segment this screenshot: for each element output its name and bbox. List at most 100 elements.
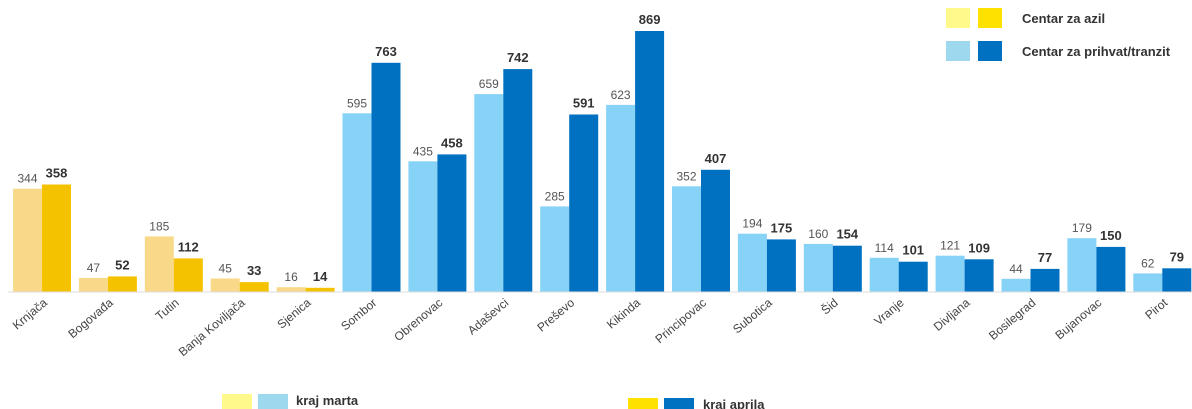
data-label-april-1: 52	[115, 257, 129, 272]
legend-transit-label: Centar za prihvat/tranzit	[1022, 44, 1171, 59]
bar-march-0	[13, 188, 42, 292]
legend-top: Centar za azil Centar za prihvat/tranzit	[946, 8, 1171, 61]
category-label-8: Preševo	[534, 295, 577, 334]
category-label-9: Kikinda	[604, 295, 643, 331]
category-label-12: Šid	[818, 295, 841, 318]
bar-april-3	[239, 282, 269, 292]
data-label-april-17: 79	[1170, 249, 1184, 264]
category-label-6: Obrenovac	[391, 296, 445, 344]
bar-april-15	[1030, 268, 1060, 292]
bar-april-6	[437, 154, 467, 292]
data-label-march-13: 114	[875, 241, 894, 255]
data-label-march-17: 62	[1141, 256, 1155, 270]
legend-asylum-prev-swatch	[946, 8, 970, 28]
data-label-april-8: 591	[573, 96, 595, 111]
data-label-march-15: 44	[1009, 262, 1023, 276]
legend-asylum-label: Centar za azil	[1022, 11, 1105, 26]
bar-march-12	[803, 243, 833, 292]
category-label-14: Divljana	[931, 295, 973, 333]
bar-march-4	[276, 287, 306, 292]
data-label-march-0: 344	[17, 172, 37, 186]
data-label-april-16: 150	[1100, 228, 1122, 243]
category-label-5: Sombor	[338, 296, 379, 334]
data-label-march-4: 16	[284, 270, 298, 284]
data-label-april-9: 869	[639, 12, 661, 27]
bar-april-1	[107, 276, 137, 292]
data-label-april-0: 358	[46, 166, 68, 181]
legend-april-yellow-swatch	[628, 398, 658, 409]
data-label-march-1: 47	[87, 261, 101, 275]
data-label-april-4: 14	[313, 269, 328, 284]
category-label-3: Banja Koviljača	[176, 295, 248, 359]
data-label-april-5: 763	[375, 44, 397, 59]
category-label-13: Vranje	[871, 295, 906, 328]
bar-april-13	[898, 261, 928, 292]
data-label-april-2: 112	[178, 239, 199, 254]
bar-april-7	[503, 69, 533, 292]
category-label-17: Pirot	[1142, 295, 1170, 322]
bar-march-7	[474, 94, 504, 292]
category-label-16: Bujanovac	[1052, 296, 1104, 343]
category-label-2: Tutin	[153, 296, 182, 324]
data-label-april-11: 175	[771, 220, 793, 235]
bar-april-2	[173, 258, 203, 292]
bar-march-14	[935, 255, 965, 292]
bar-april-8	[569, 114, 599, 292]
bar-march-9	[606, 104, 636, 293]
bar-april-17	[1162, 268, 1192, 292]
legend-april-blue-swatch	[664, 398, 694, 409]
data-label-april-3: 33	[247, 263, 261, 278]
bar-march-6	[408, 161, 438, 292]
category-label-7: Adaševci	[465, 296, 511, 338]
bar-march-5	[342, 113, 372, 292]
bar-april-11	[766, 239, 796, 292]
bar-april-5	[371, 62, 401, 292]
bar-april-14	[964, 259, 994, 292]
data-label-march-9: 623	[611, 88, 631, 102]
category-label-1: Bogovađa	[65, 295, 116, 341]
data-label-march-14: 121	[940, 239, 960, 253]
legend-march-blue-swatch	[258, 394, 288, 409]
data-label-march-12: 160	[808, 227, 828, 241]
category-label-4: Sjenica	[274, 295, 313, 331]
legend-transit-cur-swatch	[978, 41, 1002, 61]
data-label-april-12: 154	[836, 227, 858, 242]
bar-april-9	[635, 31, 665, 292]
legend-bottom: kraj marta kraj aprila	[222, 393, 765, 409]
legend-march-label: kraj marta	[296, 393, 359, 408]
bar-april-12	[832, 245, 862, 292]
data-label-march-8: 285	[545, 189, 565, 203]
data-label-march-3: 45	[219, 262, 233, 276]
bar-march-13	[869, 257, 899, 292]
data-label-april-10: 407	[705, 151, 727, 166]
bar-march-15	[1001, 278, 1031, 292]
bar-march-8	[540, 206, 570, 292]
data-label-april-15: 77	[1038, 250, 1052, 265]
data-label-march-6: 435	[413, 144, 433, 158]
category-label-0: Krnjača	[10, 295, 50, 332]
data-label-march-5: 595	[347, 96, 367, 110]
data-label-april-14: 109	[968, 240, 990, 255]
legend-march-yellow-swatch	[222, 394, 252, 409]
bar-march-16	[1067, 238, 1097, 292]
bar-april-10	[701, 169, 730, 292]
bar-april-0	[42, 184, 71, 292]
category-label-11: Subotica	[730, 295, 775, 336]
data-label-april-13: 101	[902, 243, 924, 258]
bar-march-10	[672, 186, 701, 292]
data-label-march-16: 179	[1072, 221, 1092, 235]
data-label-april-7: 742	[507, 50, 529, 65]
legend-april-label: kraj aprila	[703, 397, 765, 409]
bar-march-2	[144, 236, 174, 292]
bar-april-16	[1096, 246, 1126, 292]
data-label-march-10: 352	[676, 169, 696, 183]
bar-march-1	[78, 277, 108, 292]
data-label-april-6: 458	[441, 135, 463, 150]
bar-march-11	[737, 233, 767, 292]
data-label-march-11: 194	[742, 217, 762, 231]
category-label-15: Bosilegrad	[986, 296, 1038, 343]
data-label-march-7: 659	[479, 77, 499, 91]
bar-march-17	[1133, 273, 1163, 292]
